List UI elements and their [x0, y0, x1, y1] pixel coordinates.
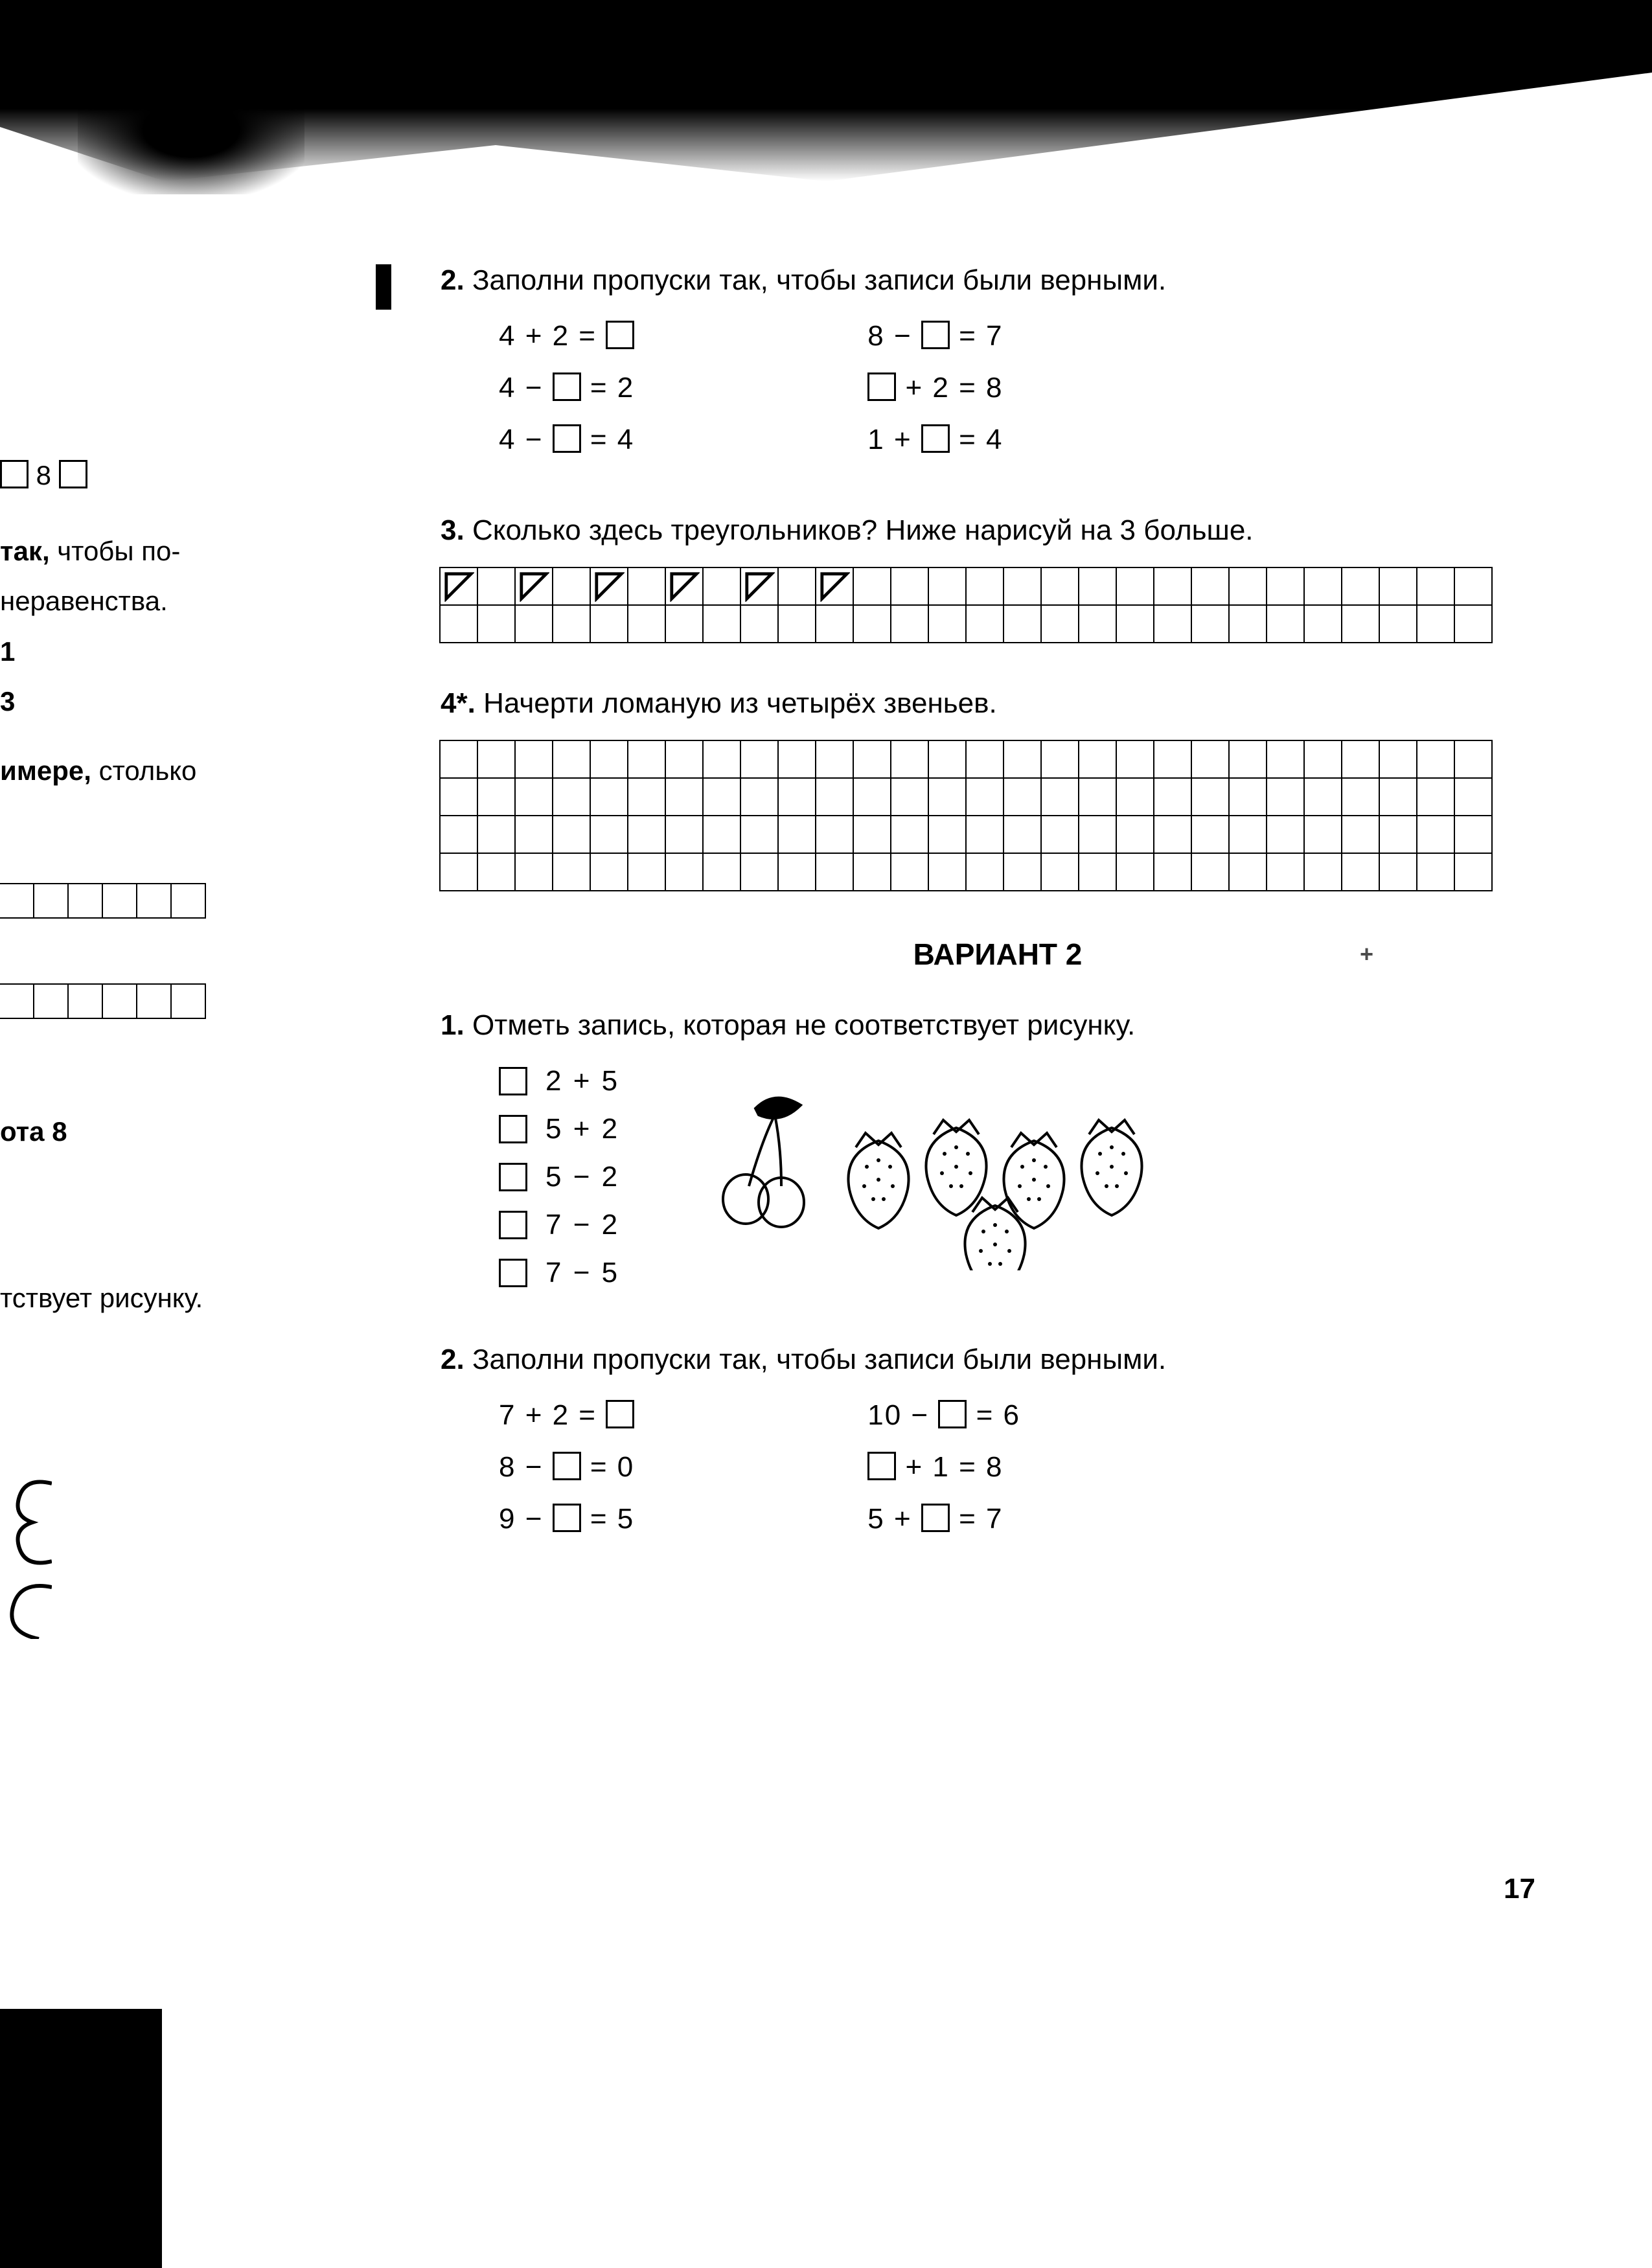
checkbox[interactable] [499, 1259, 527, 1287]
task-number: 1. [441, 1009, 465, 1041]
equation-text: + 1 = 8 [896, 1451, 1003, 1483]
triangle-icon [669, 571, 700, 602]
checkbox[interactable] [499, 1115, 527, 1143]
fragment-text: столько [99, 755, 197, 786]
checkbox[interactable] [499, 1211, 527, 1239]
task-text: Отметь запись, которая не соответствует … [472, 1009, 1135, 1041]
equation-column: 10 − = 6 + 1 = 8 5 + = 7 [867, 1394, 1020, 1550]
task-text: Начерти ломаную из четырёх звеньев. [483, 687, 997, 719]
task-number: 3. [441, 514, 465, 546]
equation-column: 7 + 2 = 8 − = 0 9 − = 5 [499, 1394, 634, 1550]
equation-text: = 0 [581, 1451, 635, 1483]
equation-column: 4 + 2 = 4 − = 2 4 − = 4 [499, 315, 634, 470]
equation-column: 8 − = 7 + 2 = 8 1 + = 4 [867, 315, 1003, 470]
answer-box[interactable] [553, 424, 581, 453]
fragment-text: так, [0, 536, 50, 566]
answer-box[interactable] [553, 372, 581, 401]
grid-fragment [0, 983, 298, 1019]
equation-text: 8 − [499, 1451, 543, 1483]
triangle-icon [443, 571, 474, 602]
grid-fragment [0, 883, 298, 919]
check-mark: + [1360, 941, 1373, 968]
equation-text: 9 − [499, 1503, 543, 1535]
answer-box[interactable] [867, 1452, 896, 1480]
answer-box[interactable] [553, 1504, 581, 1532]
triangle-icon [819, 571, 850, 602]
page-number: 17 [1504, 1873, 1535, 1905]
choice-label: 5 − 2 [545, 1156, 619, 1198]
scan-artifact [0, 2009, 162, 2268]
answer-box[interactable] [606, 1400, 634, 1428]
equation-text: 7 + 2 = [499, 1399, 597, 1431]
equation-text: = 6 [967, 1399, 1020, 1431]
equation-text: = 7 [950, 1503, 1004, 1535]
answer-box[interactable] [553, 1452, 581, 1480]
v2-task-2: 2. Заполни пропуски так, чтобы записи бы… [441, 1338, 1555, 1550]
variant-heading: ВАРИАНТ 2 [913, 937, 1083, 971]
task-number: 4*. [441, 687, 476, 719]
equation-text: 5 + [867, 1503, 912, 1535]
choice-label: 7 − 2 [545, 1204, 619, 1246]
triangle-icon [518, 571, 549, 602]
answer-grid[interactable] [441, 568, 1555, 643]
answer-box[interactable] [867, 372, 896, 401]
equation-text: 4 − [499, 372, 543, 404]
answer-box[interactable] [921, 1504, 950, 1532]
answer-box[interactable] [606, 321, 634, 349]
choice-label: 7 − 5 [545, 1252, 619, 1294]
answer-box[interactable] [921, 424, 950, 453]
task-text: Заполни пропуски так, чтобы записи были … [472, 264, 1166, 296]
choice-label: 5 + 2 [545, 1108, 619, 1151]
task-text: Сколько здесь треугольников? Ниже нарису… [472, 514, 1254, 546]
equation-text: = 4 [581, 424, 635, 455]
task-4: 4*. Начерти ломаную из четырёх звеньев. [441, 682, 1555, 891]
section-marker [376, 264, 391, 310]
fruit-picture [697, 1089, 1202, 1270]
answer-box[interactable] [921, 321, 950, 349]
fragment-text: неравенства. [0, 579, 298, 623]
choice-label: 2 + 5 [545, 1060, 619, 1103]
equation-text: 8 − [867, 320, 912, 352]
equation-text: = 5 [581, 1503, 635, 1535]
left-page-fragment: 8 так, чтобы по- неравенства. 1 3 имере,… [0, 453, 298, 1327]
fragment-text: 3 [0, 680, 298, 723]
fragment-text: тствует рисунку. [0, 1276, 298, 1320]
equation-text: 4 − [499, 424, 543, 455]
answer-grid[interactable] [441, 741, 1555, 891]
equation-text: = 4 [950, 424, 1004, 455]
checkbox[interactable] [499, 1163, 527, 1191]
fragment-text: имере, [0, 755, 91, 786]
fragment-text: 1 [0, 630, 298, 673]
fragment-text: чтобы по- [57, 536, 180, 566]
task-2: 2. Заполни пропуски так, чтобы записи бы… [441, 259, 1555, 470]
choice-list: 2 + 5 5 + 2 5 − 2 7 − 2 7 − 5 [499, 1060, 619, 1300]
triangle-icon [744, 571, 775, 602]
triangle-icon [593, 571, 625, 602]
scan-artifact [78, 65, 304, 194]
answer-box[interactable] [938, 1400, 967, 1428]
v2-task-1: 1. Отметь запись, которая не соответству… [441, 1004, 1555, 1300]
task-3: 3. Сколько здесь треугольников? Ниже нар… [441, 509, 1555, 643]
fragment-text: 8 [36, 460, 51, 490]
task-text: Заполни пропуски так, чтобы записи были … [472, 1344, 1166, 1375]
task-number: 2. [441, 264, 465, 296]
heading-fragment: ота 8 [0, 1110, 298, 1153]
equation-text: 4 + 2 = [499, 320, 597, 352]
equation-text: 1 + [867, 424, 912, 455]
equation-text: = 2 [581, 372, 635, 404]
checkbox[interactable] [499, 1067, 527, 1095]
task-number: 2. [441, 1344, 465, 1375]
flower-fragment [0, 1471, 52, 1639]
equation-text: = 7 [950, 320, 1004, 352]
equation-text: 10 − [867, 1399, 929, 1431]
equation-text: + 2 = 8 [896, 372, 1003, 404]
